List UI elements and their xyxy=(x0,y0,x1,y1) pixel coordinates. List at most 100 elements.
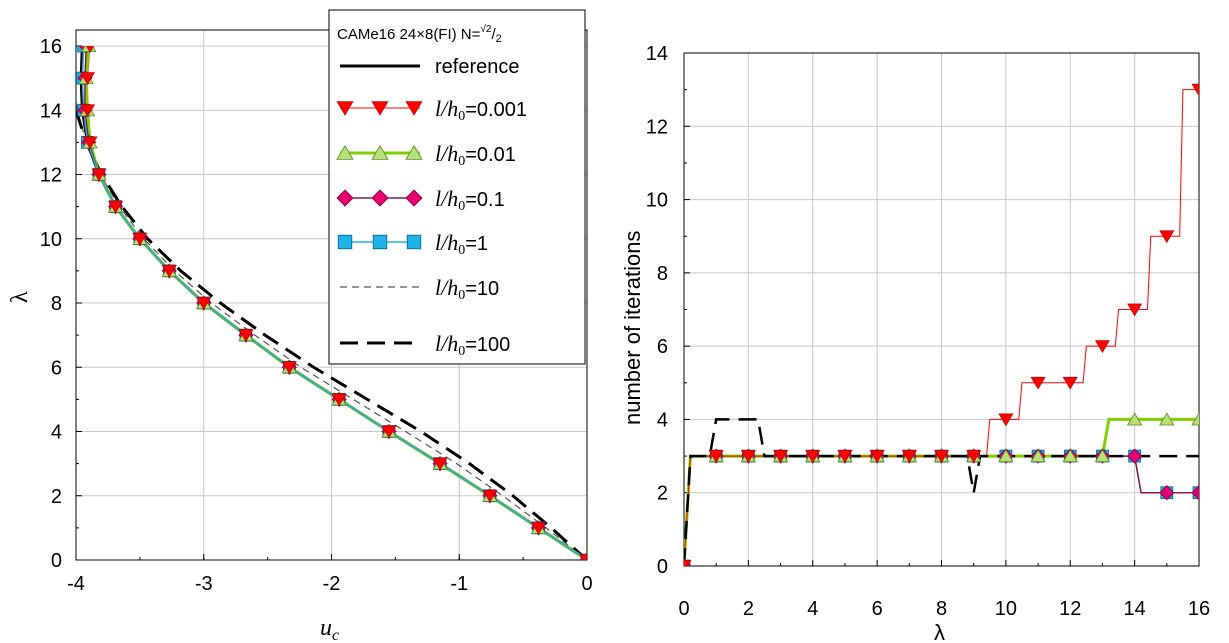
right-x-tick-label: 14 xyxy=(1124,598,1146,620)
right-x-tick-label: 8 xyxy=(936,598,947,620)
legend-label-sub: 0 xyxy=(458,288,465,303)
right-point-0_01 xyxy=(1126,412,1143,426)
legend-label-slash: / xyxy=(439,141,449,166)
left-series-line-100 xyxy=(76,102,587,560)
right-series-line-100 xyxy=(684,418,1199,566)
left-series xyxy=(76,46,587,560)
right-y-tick-label: 12 xyxy=(646,116,668,138)
right-point-0_01 xyxy=(1094,448,1111,463)
legend-label-6: l/h0=100 xyxy=(435,331,510,359)
left-point-0_001 xyxy=(108,200,124,214)
legend-label-sub: 0 xyxy=(458,344,465,359)
legend-label-3: l/h0=0.1 xyxy=(435,186,505,214)
right-point-0_001 xyxy=(684,560,692,566)
right-point-0_1 xyxy=(1127,448,1143,464)
legend-marker-2 xyxy=(371,145,389,160)
legend-label-0: reference xyxy=(435,56,520,78)
right-x-tick-label: 0 xyxy=(678,598,689,620)
right-point-0_001 xyxy=(1159,230,1175,244)
right-y-tick-label: 4 xyxy=(657,409,668,431)
right-point-0_001 xyxy=(901,450,917,463)
legend-marker-1 xyxy=(371,101,389,116)
legend-label-slash: / xyxy=(439,331,449,356)
left-point-0_001 xyxy=(91,168,107,182)
legend-label-l: l xyxy=(435,275,441,300)
left-point-0_001 xyxy=(281,361,297,375)
legend: CAMe16 24×8(FI) N=√2/2 referencel/h0=0.0… xyxy=(328,9,586,365)
left-y-axis-label: λ xyxy=(7,291,33,303)
right-point-0_001 xyxy=(933,450,950,463)
legend-label-5: l/h0=10 xyxy=(435,275,499,303)
legend-label-h: h xyxy=(447,275,458,300)
left-point-0_001 xyxy=(196,297,212,310)
legend-label-slash: / xyxy=(439,230,449,255)
right-series xyxy=(684,83,1199,566)
right-x-tick-label: 12 xyxy=(1059,598,1081,620)
left-y-tick-label: 8 xyxy=(51,293,62,315)
legend-marker-4 xyxy=(337,234,353,250)
legend-label-slash: / xyxy=(439,96,449,121)
legend-box xyxy=(328,9,586,365)
legend-label-value: =0.01 xyxy=(465,144,516,166)
legend-label-l: l xyxy=(435,141,441,166)
right-point-0_001 xyxy=(740,450,756,463)
right-x-tick-label: 16 xyxy=(1188,598,1210,620)
right-point-0_01 xyxy=(1062,448,1078,463)
right-x-tick-label: 2 xyxy=(743,598,754,620)
legend-label-h: h xyxy=(447,186,458,211)
left-y-tick-label: 10 xyxy=(40,229,62,251)
legend-label-value: =10 xyxy=(465,278,499,300)
right-point-0_001 xyxy=(1030,376,1046,390)
left-point-0_001 xyxy=(432,457,448,471)
left-point-0_001 xyxy=(161,264,177,278)
legend-marker-1 xyxy=(336,101,354,116)
left-x-tick-label: -2 xyxy=(323,573,341,595)
right-point-0_001 xyxy=(1062,376,1078,390)
left-series-line-10 xyxy=(76,94,587,560)
left-ticks: -4 -3 -2 -1 0 0 2 4 6 8 10 12 14 16 xyxy=(40,36,593,595)
legend-label-value: =1 xyxy=(465,233,488,255)
left-point-0_001 xyxy=(530,521,546,535)
right-y-tick-label: 10 xyxy=(646,190,668,212)
left-y-tick-label: 16 xyxy=(40,36,62,58)
legend-marker-1 xyxy=(405,101,423,116)
right-y-tick-label: 0 xyxy=(657,556,668,578)
legend-marker-3 xyxy=(405,189,423,207)
left-point-0_001 xyxy=(79,72,96,86)
left-x-tick-label: -3 xyxy=(195,573,213,595)
legend-label-slash: / xyxy=(439,186,449,211)
left-x-tick-label: -1 xyxy=(450,573,468,595)
right-point-0_1 xyxy=(1191,485,1199,501)
legend-label-sub: 0 xyxy=(458,154,465,169)
legend-marker-2 xyxy=(405,145,423,160)
right-y-tick-label: 2 xyxy=(657,483,668,505)
left-x-tick-label: -4 xyxy=(67,573,85,595)
left-chart: -4 -3 -2 -1 0 0 2 4 6 8 10 12 14 16 uc λ CAMe16 24×8(… xyxy=(7,9,593,643)
legend-label-h: h xyxy=(447,96,458,121)
right-point-0_001 xyxy=(998,413,1014,427)
left-y-tick-label: 14 xyxy=(40,100,62,122)
right-x-tick-label: 10 xyxy=(995,598,1017,620)
legend-label-l: l xyxy=(435,230,441,255)
right-x-tick-label: 4 xyxy=(807,598,818,620)
legend-label-sub: 0 xyxy=(458,109,465,124)
legend-label-sub: 0 xyxy=(458,243,465,258)
left-point-0_001 xyxy=(132,232,148,246)
right-point-0_01 xyxy=(1191,412,1199,426)
right-chart: 0 2 4 6 8 10 12 14 16 0 2 4 6 8 10 12 14 λ number of ite… xyxy=(620,43,1210,643)
right-x-tick-label: 6 xyxy=(872,598,883,620)
legend-marker-3 xyxy=(336,189,354,207)
right-point-0_001 xyxy=(1191,83,1199,97)
right-point-0_001 xyxy=(1127,303,1143,317)
legend-label-value: =0.001 xyxy=(465,99,527,121)
left-point-0_001 xyxy=(381,425,397,439)
right-point-0_01 xyxy=(1030,448,1046,463)
right-ticks: 0 2 4 6 8 10 12 14 16 0 2 4 6 8 10 12 14 xyxy=(646,43,1210,620)
right-point-0_001 xyxy=(773,450,789,463)
left-point-0_001 xyxy=(331,393,347,407)
legend-marker-3 xyxy=(371,189,389,207)
legend-label-value: =100 xyxy=(465,334,510,356)
legend-title: CAMe16 24×8(FI) N=√2/2 xyxy=(337,23,502,45)
legend-label-4: l/h0=1 xyxy=(435,230,488,258)
left-x-axis-label: uc xyxy=(320,615,339,643)
